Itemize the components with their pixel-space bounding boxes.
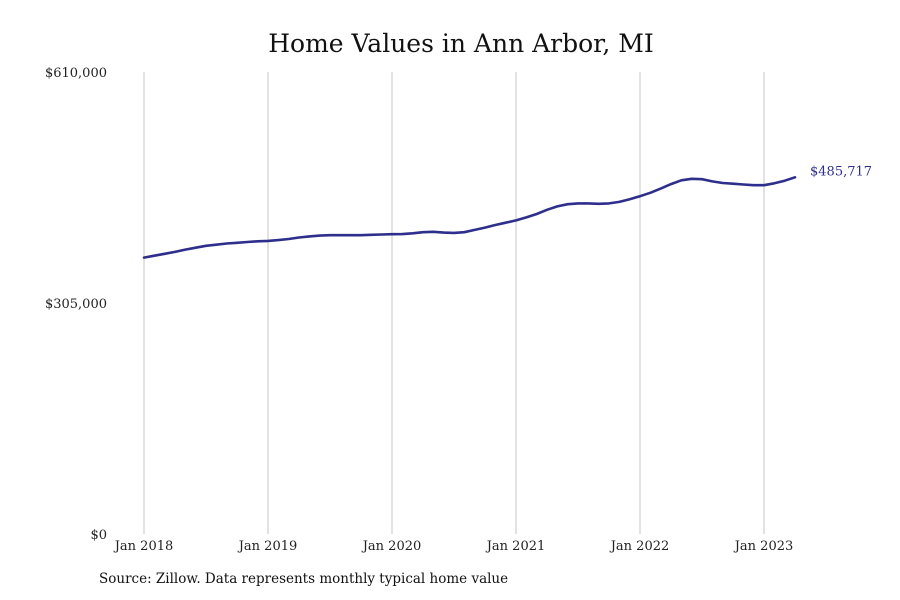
vertical-gridlines bbox=[143, 72, 765, 534]
y-tick-label: $0 bbox=[90, 528, 107, 543]
source-note: Source: Zillow. Data represents monthly … bbox=[99, 571, 509, 587]
chart-title: Home Values in Ann Arbor, MI bbox=[268, 29, 654, 58]
x-tick-label: Jan 2020 bbox=[361, 539, 422, 554]
x-tick-label: Jan 2018 bbox=[113, 539, 174, 554]
end-value-label: $485,717 bbox=[810, 164, 872, 179]
y-axis-tick-labels: $0 $305,000 $610,000 bbox=[45, 66, 107, 543]
x-tick-label: Jan 2023 bbox=[733, 539, 794, 554]
x-tick-label: Jan 2019 bbox=[237, 539, 298, 554]
x-tick-label: Jan 2021 bbox=[485, 539, 546, 554]
x-tick-label: Jan 2022 bbox=[609, 539, 670, 554]
y-tick-label: $610,000 bbox=[45, 66, 107, 81]
series-layer: $485,717 bbox=[142, 164, 872, 259]
series-line bbox=[142, 176, 797, 259]
x-axis-tick-labels: Jan 2018 Jan 2019 Jan 2020 Jan 2021 Jan 2022… bbox=[113, 539, 794, 554]
y-tick-label: $305,000 bbox=[45, 297, 107, 312]
